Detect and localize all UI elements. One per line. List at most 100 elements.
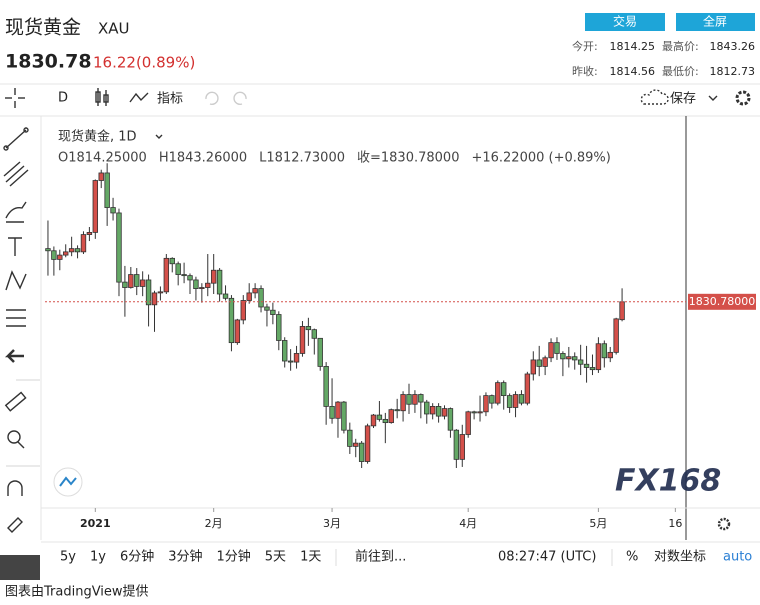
candle-body xyxy=(199,287,205,290)
candle-body xyxy=(358,442,365,462)
range-button[interactable]: 6分钟 xyxy=(120,549,154,565)
indicator-icon[interactable] xyxy=(129,92,149,103)
candle-body xyxy=(329,406,335,419)
candle-body xyxy=(51,250,57,260)
candle-body xyxy=(145,279,152,306)
candle-body xyxy=(447,408,454,431)
logo-badge xyxy=(53,467,83,497)
ohlc-legend: +16.22000 (+0.89%) xyxy=(471,151,610,166)
candle-body xyxy=(151,292,158,306)
candle-body xyxy=(501,382,507,396)
last-price-tag xyxy=(688,293,756,310)
candle-body xyxy=(246,292,252,301)
stat-label: 昨收: xyxy=(572,64,598,78)
log-toggle[interactable]: 对数坐标 xyxy=(654,550,706,565)
percent-toggle[interactable]: % xyxy=(626,550,638,565)
x-tick-label: 2021 xyxy=(80,517,111,530)
trade-label[interactable]: 交易 xyxy=(613,14,637,29)
candle-body xyxy=(441,408,448,417)
candle-body xyxy=(542,357,548,367)
candle-body xyxy=(282,340,288,362)
candle-body xyxy=(489,395,495,404)
candle-body xyxy=(382,418,389,424)
range-button[interactable]: 1y xyxy=(90,550,106,565)
candle-icon[interactable] xyxy=(95,88,109,106)
candle-body xyxy=(583,363,590,368)
interval[interactable]: D xyxy=(58,91,68,106)
candle-body xyxy=(364,425,371,462)
candle-body xyxy=(187,275,193,281)
candle-body xyxy=(222,293,229,299)
candle-body xyxy=(595,343,602,371)
ohlc-legend: O1814.25000 xyxy=(58,151,147,166)
auto-toggle[interactable]: auto xyxy=(723,550,752,565)
candle-body xyxy=(293,353,300,363)
redo-icon[interactable] xyxy=(233,91,247,106)
candle-body xyxy=(299,326,306,354)
range-button[interactable]: 3分钟 xyxy=(168,549,202,565)
candle-body xyxy=(210,269,217,284)
fullscreen-label[interactable]: 全屏 xyxy=(703,14,727,29)
goto[interactable]: 前往到... xyxy=(355,549,406,565)
candle-body xyxy=(68,248,75,253)
save-menu[interactable] xyxy=(708,95,718,101)
fullscreen-button[interactable] xyxy=(676,13,755,31)
candle-body xyxy=(139,279,146,287)
candle-body xyxy=(258,288,264,308)
x-tick-label: 5月 xyxy=(589,517,607,530)
chart-menu[interactable] xyxy=(155,134,163,139)
candle-body xyxy=(607,351,613,359)
candle-body xyxy=(483,395,489,413)
candle-body xyxy=(252,288,258,294)
x-tick-label: 2月 xyxy=(205,517,223,530)
trade-button[interactable] xyxy=(585,13,665,31)
candle-body xyxy=(554,342,560,354)
clock: 08:27:47 (UTC) xyxy=(498,550,596,565)
save[interactable]: 保存 xyxy=(670,92,696,107)
ohlc-legend: H1843.26000 xyxy=(159,151,247,166)
stat-value: 1843.26 xyxy=(710,40,756,53)
axis-settings[interactable] xyxy=(717,517,731,531)
candle-body xyxy=(228,297,235,344)
candle-body xyxy=(193,279,199,290)
title: 现货黄金 xyxy=(5,17,81,39)
candle-body xyxy=(495,382,501,404)
candle-body xyxy=(74,248,81,253)
candle-body xyxy=(110,207,116,214)
ohlc-legend: 收=1830.78000 xyxy=(357,151,459,166)
candle-body xyxy=(305,326,312,331)
stat-value: 1812.73 xyxy=(710,65,756,78)
candle-body xyxy=(388,409,394,424)
range-button[interactable]: 1天 xyxy=(300,550,321,565)
candle-body xyxy=(92,180,99,233)
range-button[interactable]: 5天 xyxy=(265,550,286,565)
candle-body xyxy=(577,359,584,365)
cloud-icon[interactable] xyxy=(640,89,669,105)
candle-body xyxy=(205,282,211,288)
candle-body xyxy=(353,442,359,447)
candle-body xyxy=(216,269,223,295)
candle-body xyxy=(412,394,418,405)
candle-body xyxy=(524,373,531,404)
candle-body xyxy=(424,401,430,415)
candle-body xyxy=(435,406,442,417)
undo-icon[interactable] xyxy=(205,91,219,106)
chart-title: 现货黄金, 1D xyxy=(58,129,137,145)
candle-body xyxy=(240,300,246,321)
candle-body xyxy=(453,429,460,460)
range-button[interactable]: 1分钟 xyxy=(217,549,251,565)
candle-body xyxy=(548,342,554,359)
candle-body xyxy=(518,394,525,404)
crosshair-icon[interactable] xyxy=(5,88,25,108)
drawing-tools[interactable] xyxy=(3,127,40,533)
ohlc-legend: L1812.73000 xyxy=(259,151,345,166)
range-button[interactable]: 5y xyxy=(60,550,76,565)
candle-body xyxy=(86,232,93,235)
settings-icon[interactable] xyxy=(735,90,751,106)
candle-body xyxy=(418,394,424,403)
candle-body xyxy=(370,414,377,427)
indicators[interactable]: 指标 xyxy=(157,92,183,107)
candle-body xyxy=(347,429,353,447)
price: 1830.78 xyxy=(5,51,92,73)
candle-body xyxy=(376,414,383,420)
